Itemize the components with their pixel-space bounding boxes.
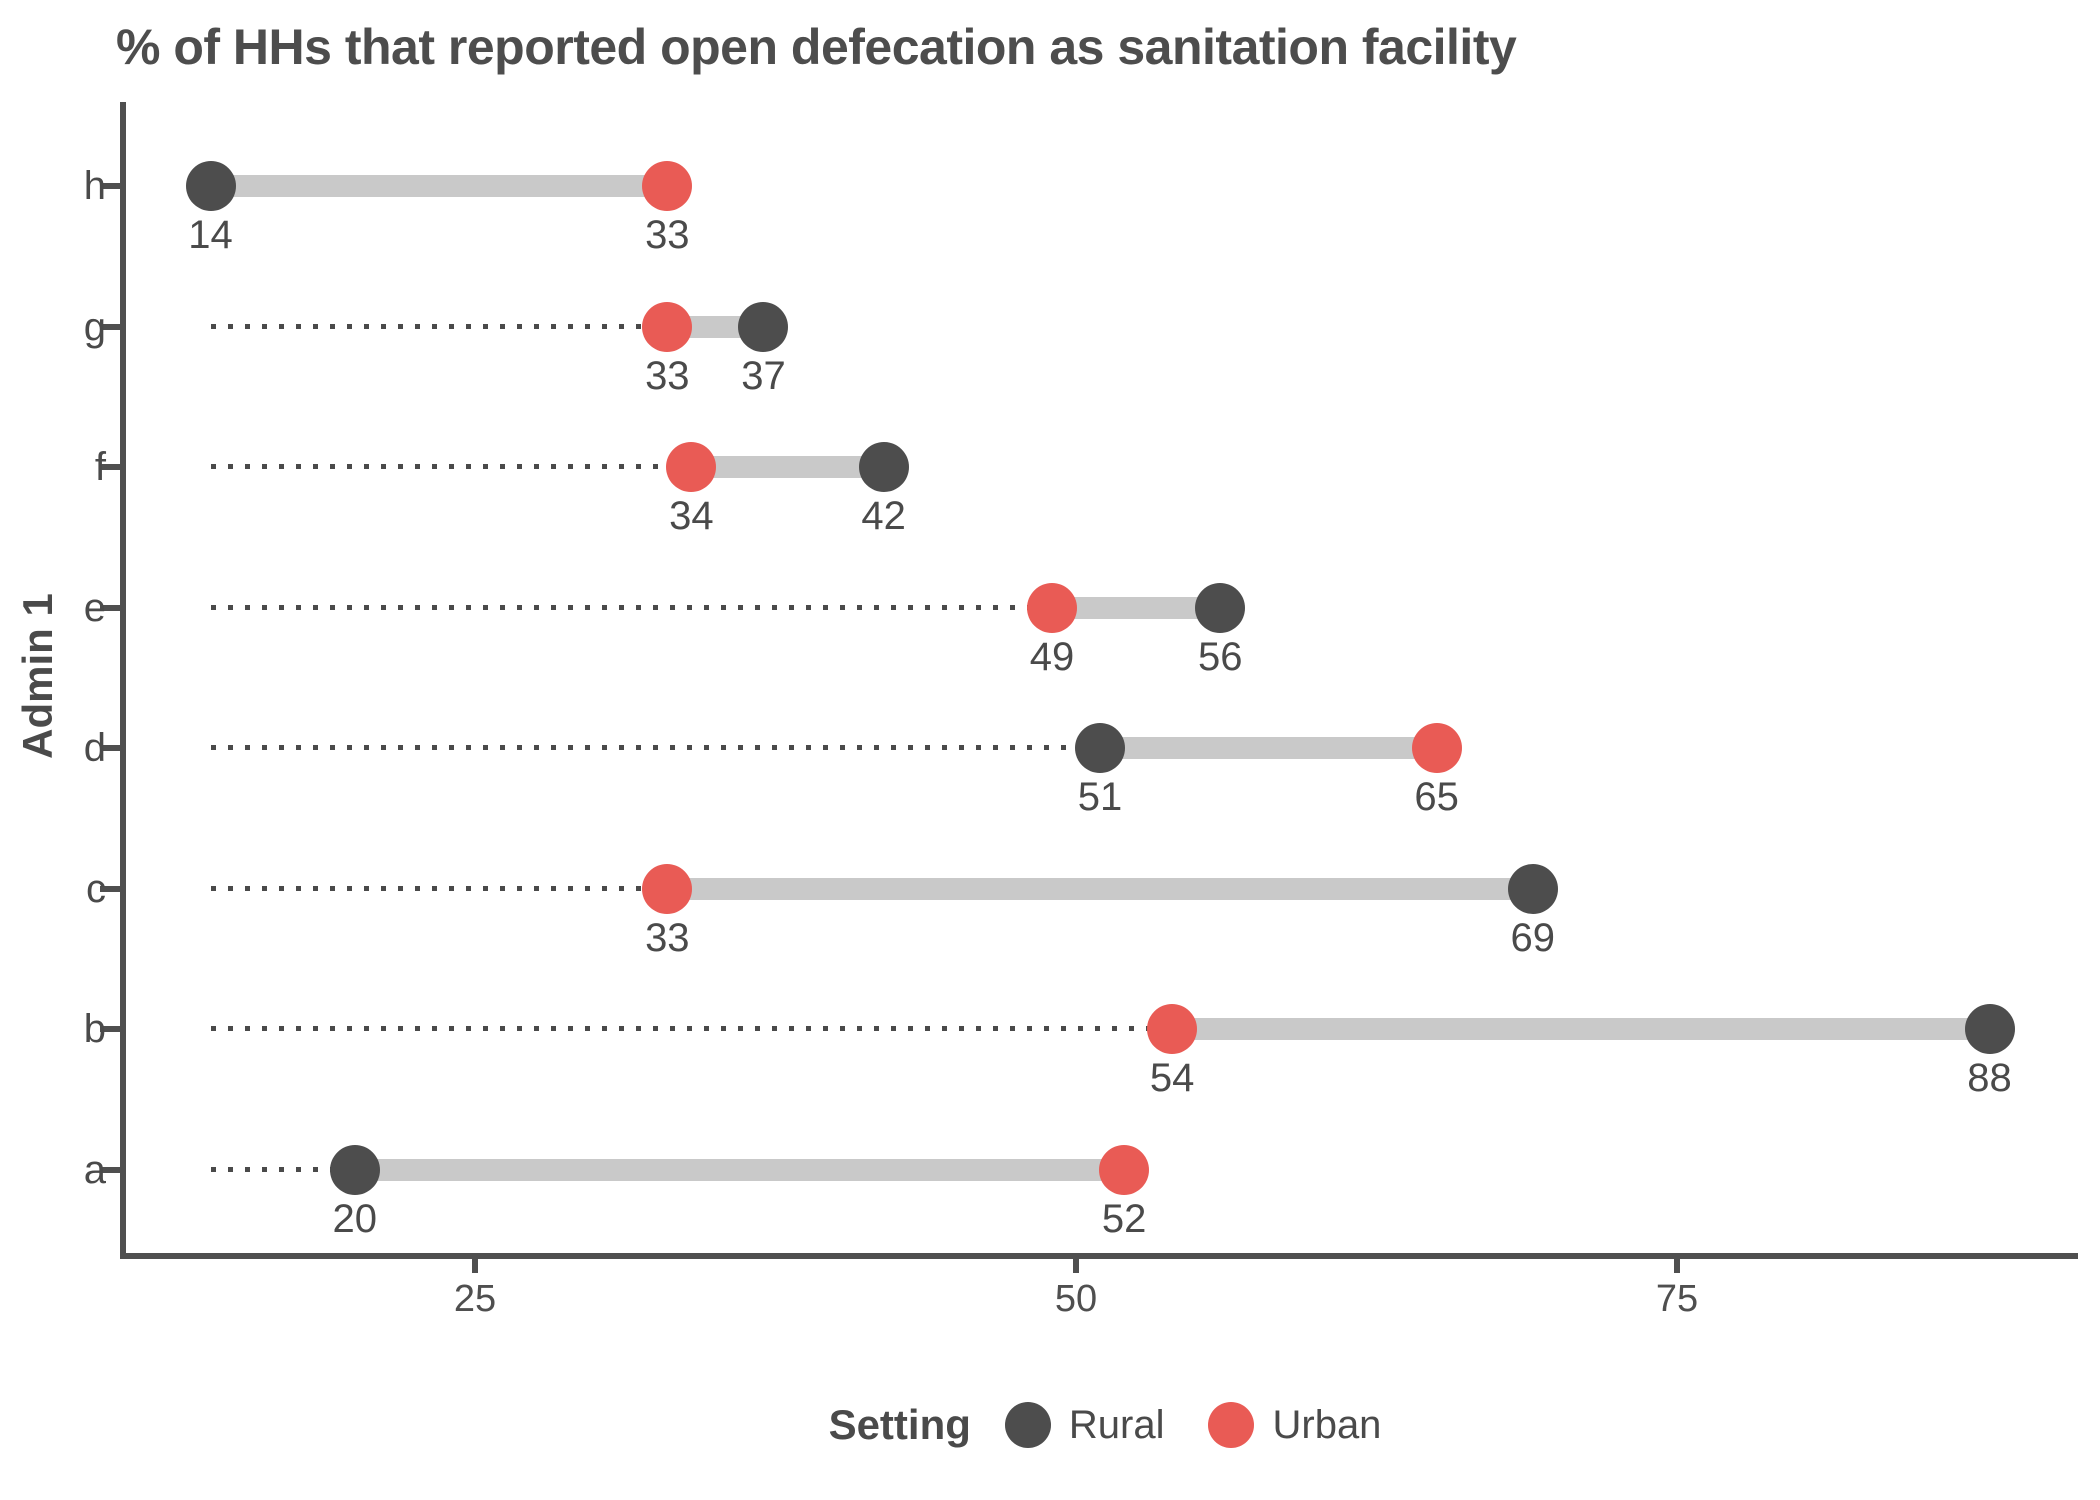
legend-rural-label: Rural — [1068, 1402, 1165, 1447]
rural-dot — [1075, 723, 1126, 774]
rural-dot — [858, 442, 909, 493]
urban-value-label: 33 — [645, 915, 690, 960]
rural-dot — [329, 1144, 380, 1195]
urban-dot — [642, 161, 693, 211]
rural-value-label: 37 — [741, 353, 786, 398]
y-tick — [100, 323, 120, 330]
x-tick — [1073, 1259, 1079, 1273]
row-label-f: f — [94, 445, 106, 490]
connector-bar — [1172, 1018, 1990, 1041]
connector-bar — [1100, 737, 1437, 760]
rural-value-label: 20 — [332, 1196, 378, 1241]
y-tick — [100, 885, 120, 892]
row-label-e: e — [83, 585, 106, 630]
rural-value-label: 51 — [1077, 775, 1123, 820]
urban-dot — [642, 863, 693, 914]
x-axis-line — [120, 1253, 2078, 1259]
legend-urban-label: Urban — [1272, 1402, 1382, 1447]
urban-value-label: 65 — [1414, 775, 1459, 820]
connector-bar — [691, 456, 884, 479]
row-label-c: c — [86, 866, 106, 911]
y-tick — [100, 183, 120, 189]
rural-dot — [185, 161, 236, 211]
rural-value-label: 56 — [1197, 634, 1243, 679]
x-tick-label: 50 — [1054, 1278, 1098, 1320]
urban-dot — [1026, 582, 1077, 633]
urban-dot — [642, 301, 693, 352]
urban-value-label: 34 — [669, 494, 714, 539]
legend-title: Setting — [828, 1401, 971, 1448]
row-label-g: g — [83, 304, 106, 349]
x-tick — [472, 1259, 478, 1273]
leader-line — [210, 604, 1052, 610]
y-axis-line — [120, 102, 126, 1259]
leader-line — [210, 1166, 355, 1172]
y-tick — [100, 464, 120, 471]
rural-value-label: 69 — [1510, 915, 1556, 960]
leader-line — [210, 1026, 1173, 1032]
urban-value-label: 54 — [1149, 1056, 1195, 1101]
rural-value-label: 14 — [188, 213, 233, 257]
urban-value-label: 33 — [645, 353, 690, 398]
row-label-d: d — [83, 726, 106, 771]
leader-line — [210, 885, 668, 891]
y-tick — [100, 1026, 120, 1033]
x-tick — [1674, 1259, 1680, 1273]
row-label-b: b — [83, 1007, 106, 1052]
x-tick-label: 25 — [453, 1278, 497, 1320]
connector-bar — [667, 877, 1533, 900]
urban-value-label: 33 — [645, 213, 690, 257]
y-tick — [100, 1166, 120, 1173]
connector-bar — [354, 1158, 1125, 1181]
row-label-h: h — [83, 164, 106, 208]
urban-value-label: 49 — [1029, 634, 1075, 679]
legend-urban-swatch — [1208, 1402, 1255, 1448]
rural-dot — [1195, 582, 1246, 633]
urban-value-label: 52 — [1101, 1196, 1147, 1241]
rural-value-label: 42 — [861, 494, 906, 539]
x-tick-label: 75 — [1655, 1278, 1699, 1320]
connector-bar — [1051, 596, 1221, 619]
urban-dot — [1099, 1144, 1150, 1195]
y-tick — [100, 745, 120, 752]
connector-bar — [210, 175, 668, 197]
y-tick — [100, 604, 120, 611]
leader-line — [210, 464, 692, 470]
rural-dot — [738, 301, 789, 352]
legend-rural-swatch — [1004, 1402, 1051, 1448]
rural-dot — [1964, 1004, 2015, 1055]
urban-dot — [1147, 1004, 1198, 1055]
legend: Setting Rural Urban — [55, 1395, 2100, 1455]
urban-dot — [666, 442, 717, 493]
urban-dot — [1411, 723, 1462, 774]
leader-line — [210, 745, 1101, 751]
rural-dot — [1507, 863, 1558, 914]
chart-title: % of HHs that reported open defecation a… — [116, 19, 1517, 75]
rural-value-label: 88 — [1967, 1056, 2012, 1101]
row-label-a: a — [83, 1147, 106, 1192]
leader-line — [210, 323, 668, 329]
